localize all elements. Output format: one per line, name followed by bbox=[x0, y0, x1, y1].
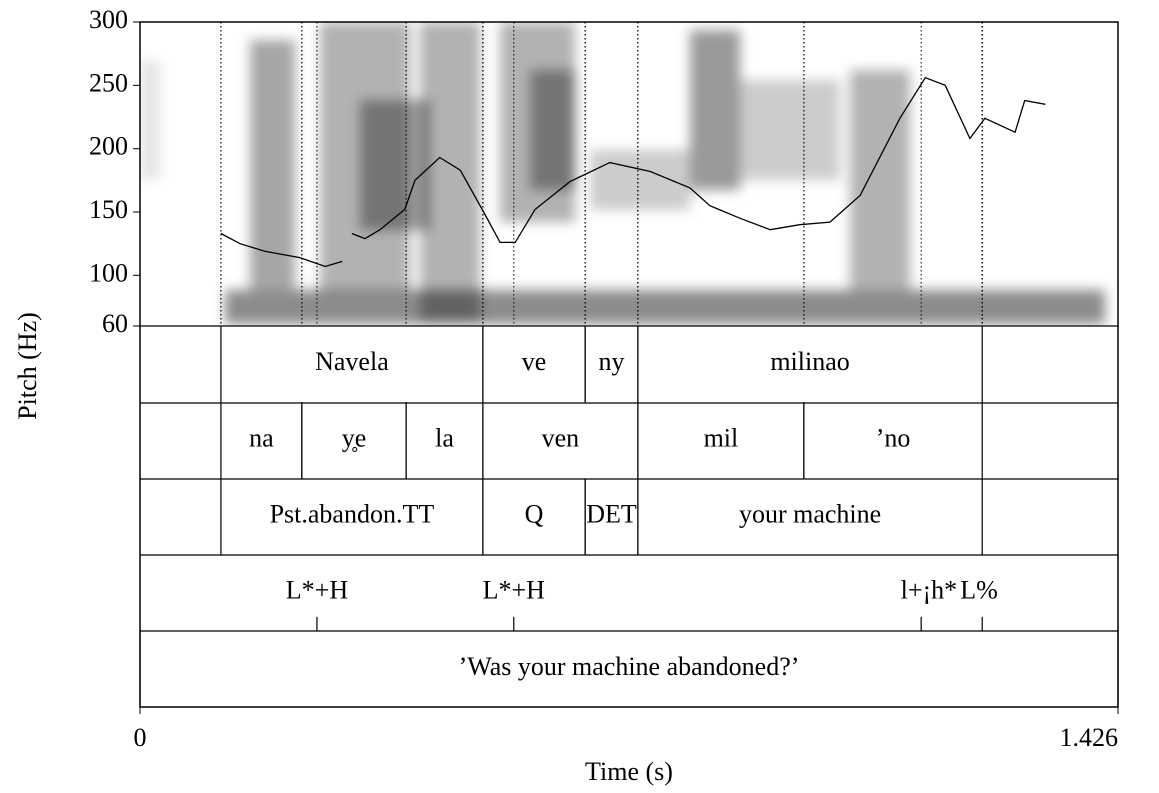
interval-label: milinao bbox=[770, 347, 849, 376]
y-tick-label: 250 bbox=[89, 68, 128, 97]
y-tick-label: 300 bbox=[89, 5, 128, 34]
interval-label: na bbox=[249, 423, 274, 452]
y-tick-label: 200 bbox=[89, 132, 128, 161]
point-label: L% bbox=[960, 576, 998, 605]
point-label: L*+H bbox=[286, 576, 349, 605]
interval-label: la bbox=[435, 423, 454, 452]
interval-label: your machine bbox=[739, 499, 881, 528]
interval-label: ’Was your machine abandoned?’ bbox=[459, 652, 800, 681]
x-tick-label: 1.426 bbox=[1060, 723, 1119, 752]
interval-label: Pst.abandon.TT bbox=[270, 499, 435, 528]
point-label: l+¡h* bbox=[901, 576, 958, 605]
interval-label: ny bbox=[599, 347, 625, 376]
interval-label: y̥e bbox=[342, 423, 367, 452]
x-tick-label: 0 bbox=[134, 723, 147, 752]
interval-label: ’no bbox=[876, 423, 911, 452]
interval-label: Q bbox=[525, 499, 544, 528]
x-axis-label: Time (s) bbox=[585, 757, 673, 786]
y-tick-label: 100 bbox=[89, 258, 128, 287]
y-tick-label: 60 bbox=[102, 309, 128, 338]
interval-label: mil bbox=[704, 423, 739, 452]
interval-label: Navela bbox=[315, 347, 389, 376]
y-tick-label: 150 bbox=[89, 195, 128, 224]
interval-label: ve bbox=[522, 347, 547, 376]
spectrogram bbox=[140, 22, 1105, 324]
frame bbox=[139, 21, 1119, 708]
tier-lines bbox=[140, 325, 1118, 632]
point-label: L*+H bbox=[483, 576, 546, 605]
interval-label: DET bbox=[586, 499, 637, 528]
pitch-track bbox=[220, 76, 1046, 268]
y-axis-label: Pitch (Hz) bbox=[13, 312, 42, 420]
interval-label: ven bbox=[542, 423, 580, 452]
